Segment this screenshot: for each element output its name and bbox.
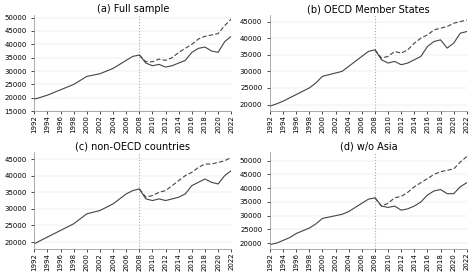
Title: (a) Full sample: (a) Full sample <box>97 4 169 14</box>
Title: (c) non-OECD countries: (c) non-OECD countries <box>75 142 190 152</box>
Title: (b) OECD Member States: (b) OECD Member States <box>307 4 430 14</box>
Title: (d) w/o Asia: (d) w/o Asia <box>339 142 397 152</box>
